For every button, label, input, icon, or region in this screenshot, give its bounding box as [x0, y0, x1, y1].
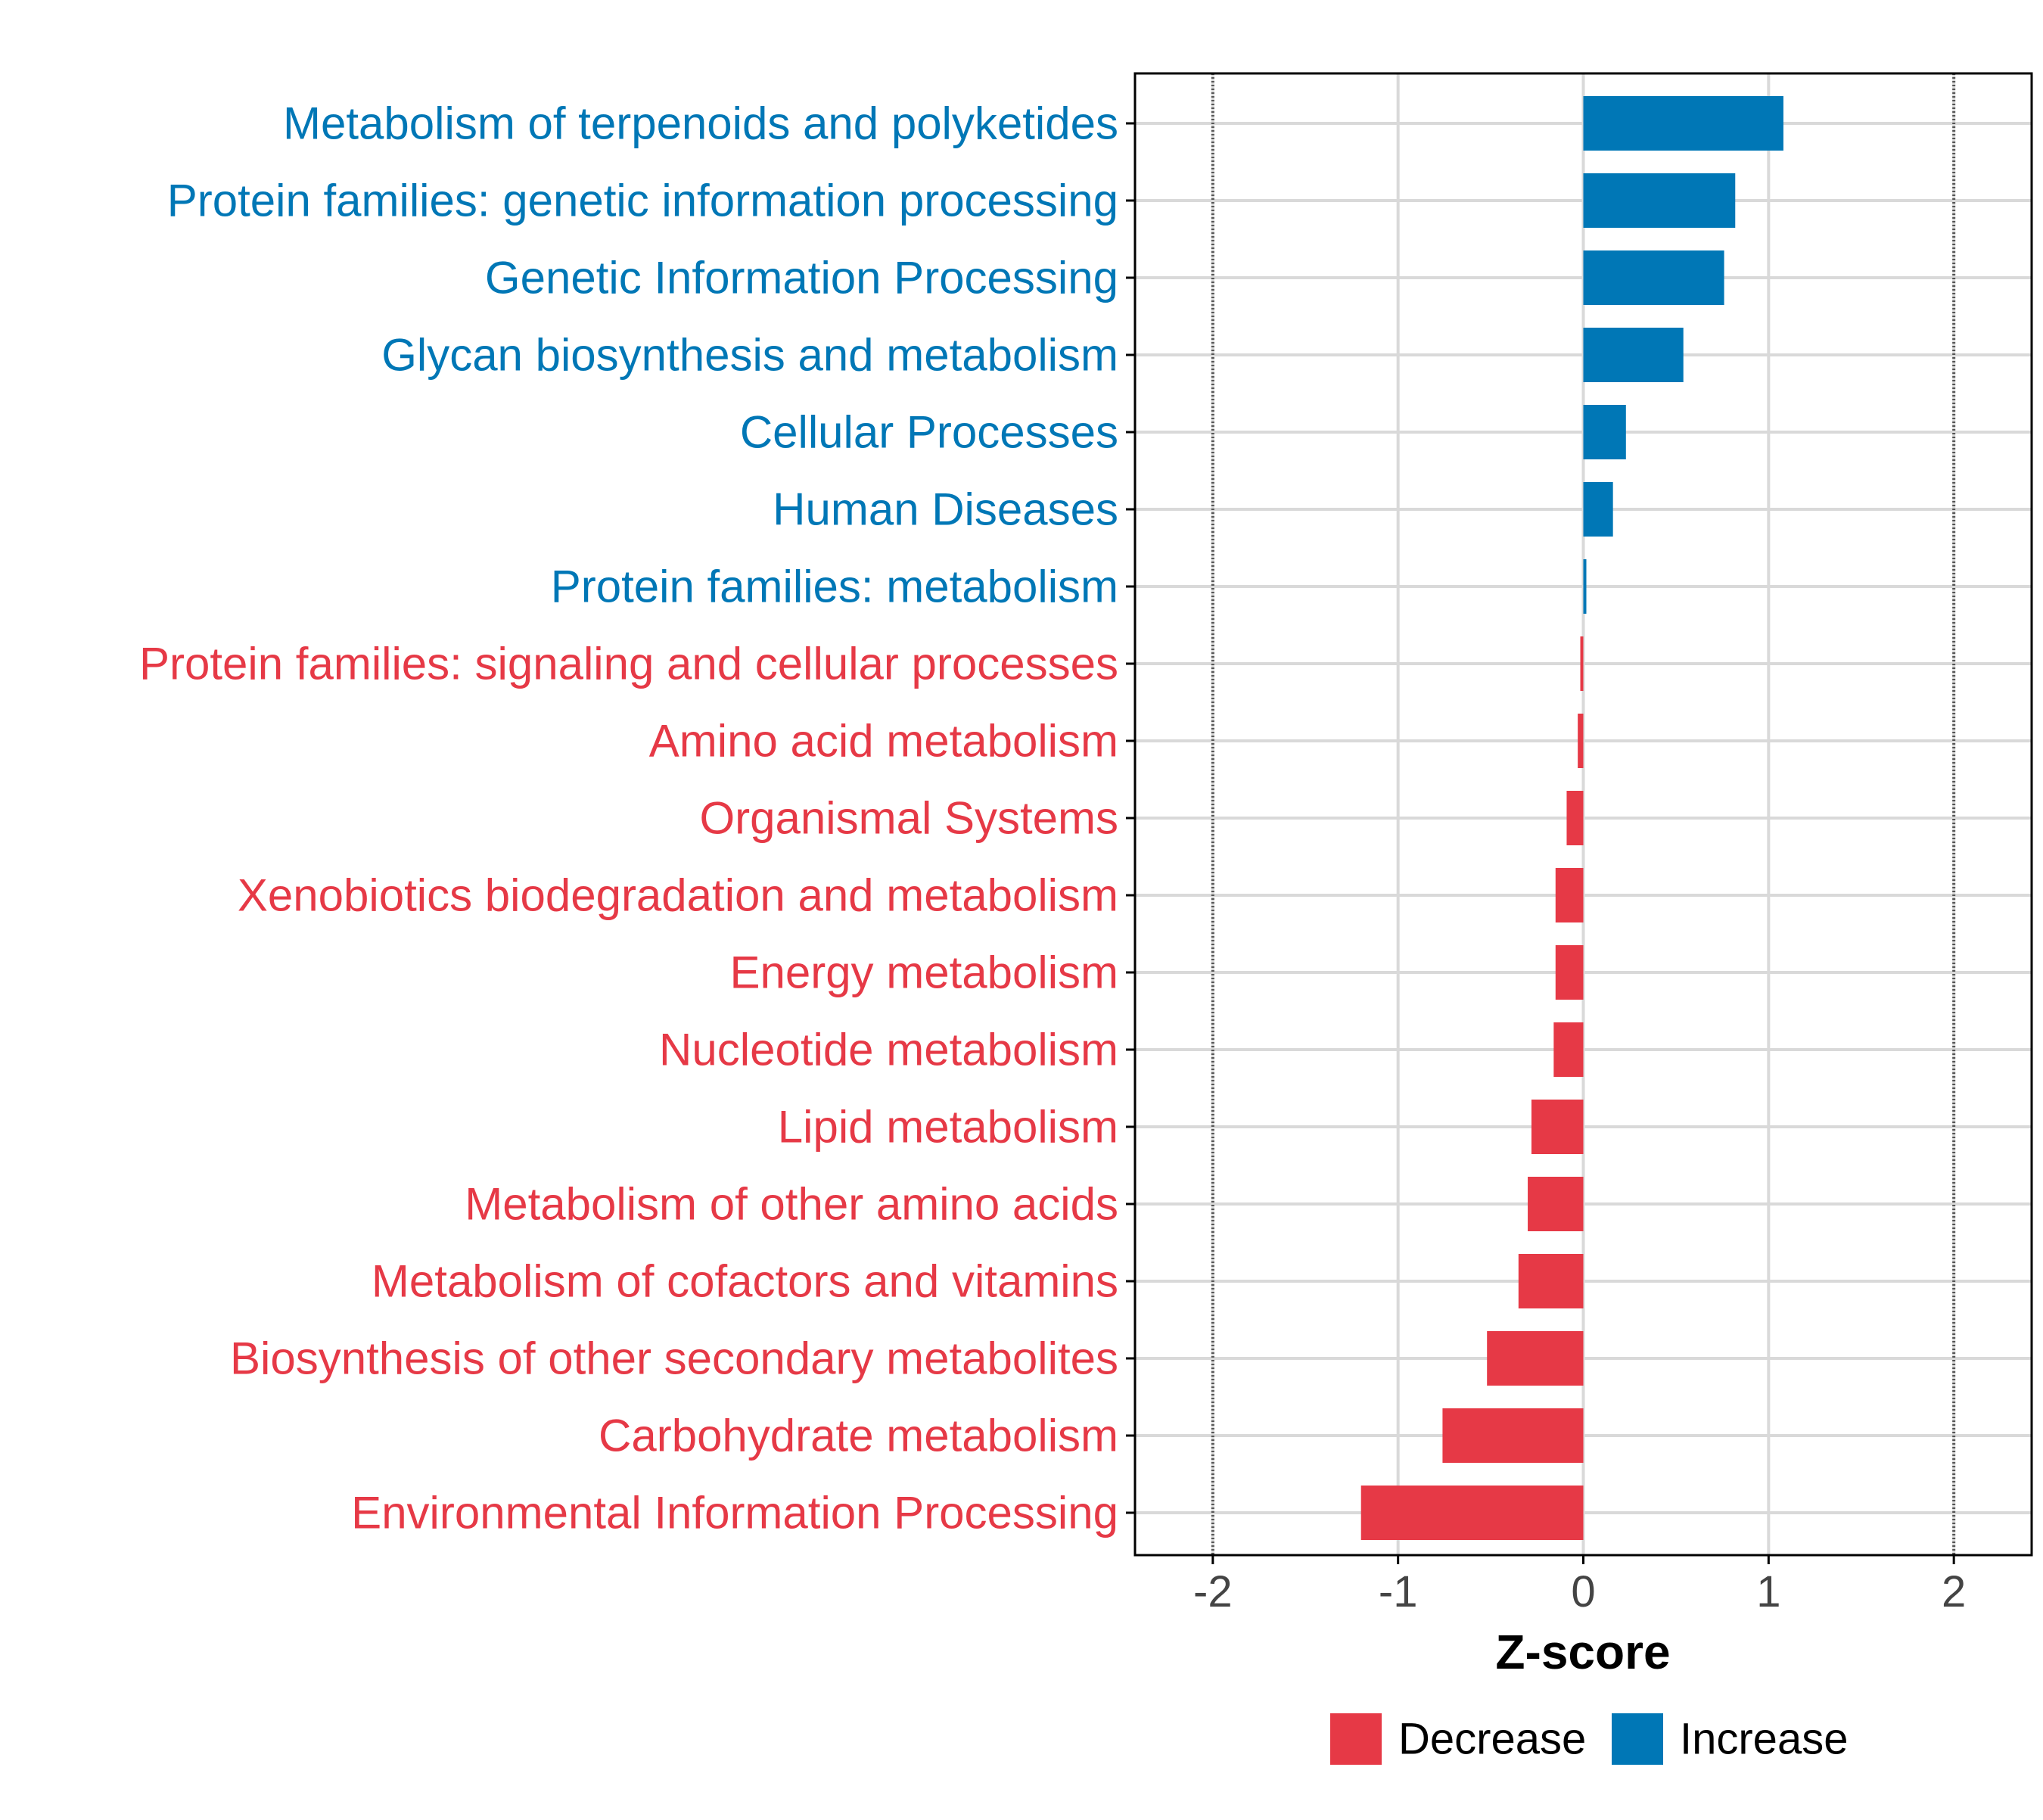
bar [1583, 482, 1613, 537]
x-axis-ticks: -2 -1 0 1 2 [1193, 1555, 1966, 1616]
category-label: Energy metabolism [729, 947, 1118, 998]
category-label: Human Diseases [773, 484, 1118, 535]
bar [1583, 328, 1684, 382]
bar [1487, 1331, 1584, 1386]
category-label: Lipid metabolism [778, 1102, 1118, 1153]
category-label: Genetic Information Processing [485, 253, 1118, 303]
bar [1583, 173, 1736, 228]
bar [1442, 1408, 1584, 1463]
bar [1518, 1254, 1584, 1308]
category-label: Protein families: signaling and cellular… [139, 639, 1118, 689]
category-label: Organismal Systems [700, 793, 1118, 844]
legend-swatch-decrease [1330, 1713, 1382, 1765]
x-axis-title: Z-score [1495, 1625, 1670, 1679]
category-label: Amino acid metabolism [649, 716, 1118, 767]
bar [1583, 250, 1724, 305]
category-label: Protein families: metabolism [551, 562, 1118, 612]
category-label: Nucleotide metabolism [659, 1025, 1118, 1075]
bar [1553, 1022, 1584, 1077]
legend: Decrease Increase [1330, 1713, 1848, 1765]
bar [1528, 1177, 1584, 1231]
bar [1583, 559, 1587, 614]
bar [1555, 945, 1584, 1000]
legend-swatch-increase [1612, 1713, 1663, 1765]
y-axis-labels: Metabolism of terpenoids and polyketides… [139, 98, 1118, 1538]
category-label: Glycan biosynthesis and metabolism [381, 330, 1118, 381]
category-label: Metabolism of terpenoids and polyketides [283, 98, 1118, 149]
x-tick-label: 1 [1756, 1567, 1780, 1616]
x-tick-label: 2 [1942, 1567, 1966, 1616]
category-label: Environmental Information Processing [351, 1488, 1118, 1538]
category-label: Protein families: genetic information pr… [167, 176, 1118, 226]
bar [1583, 405, 1626, 459]
category-label: Xenobiotics biodegradation and metabolis… [238, 870, 1118, 921]
threshold-layer [1211, 73, 1956, 1555]
bar [1566, 791, 1584, 845]
x-tick-label: -2 [1193, 1567, 1233, 1616]
category-label: Biosynthesis of other secondary metaboli… [230, 1333, 1118, 1384]
x-tick-label: 0 [1571, 1567, 1595, 1616]
bar [1531, 1100, 1584, 1154]
bar [1360, 1486, 1584, 1540]
category-label: Metabolism of other amino acids [465, 1179, 1118, 1230]
legend-label-increase: Increase [1680, 1715, 1848, 1764]
category-label: Metabolism of cofactors and vitamins [372, 1256, 1118, 1307]
bar [1555, 868, 1584, 922]
bar [1583, 96, 1783, 151]
legend-label-decrease: Decrease [1398, 1715, 1586, 1764]
x-tick-label: -1 [1379, 1567, 1418, 1616]
y-axis-ticks [1126, 122, 1135, 1514]
bar [1580, 636, 1584, 691]
category-label: Cellular Processes [740, 407, 1118, 458]
bar [1578, 714, 1584, 768]
category-label: Carbohydrate metabolism [599, 1411, 1118, 1461]
bar-layer [1360, 96, 1783, 1540]
